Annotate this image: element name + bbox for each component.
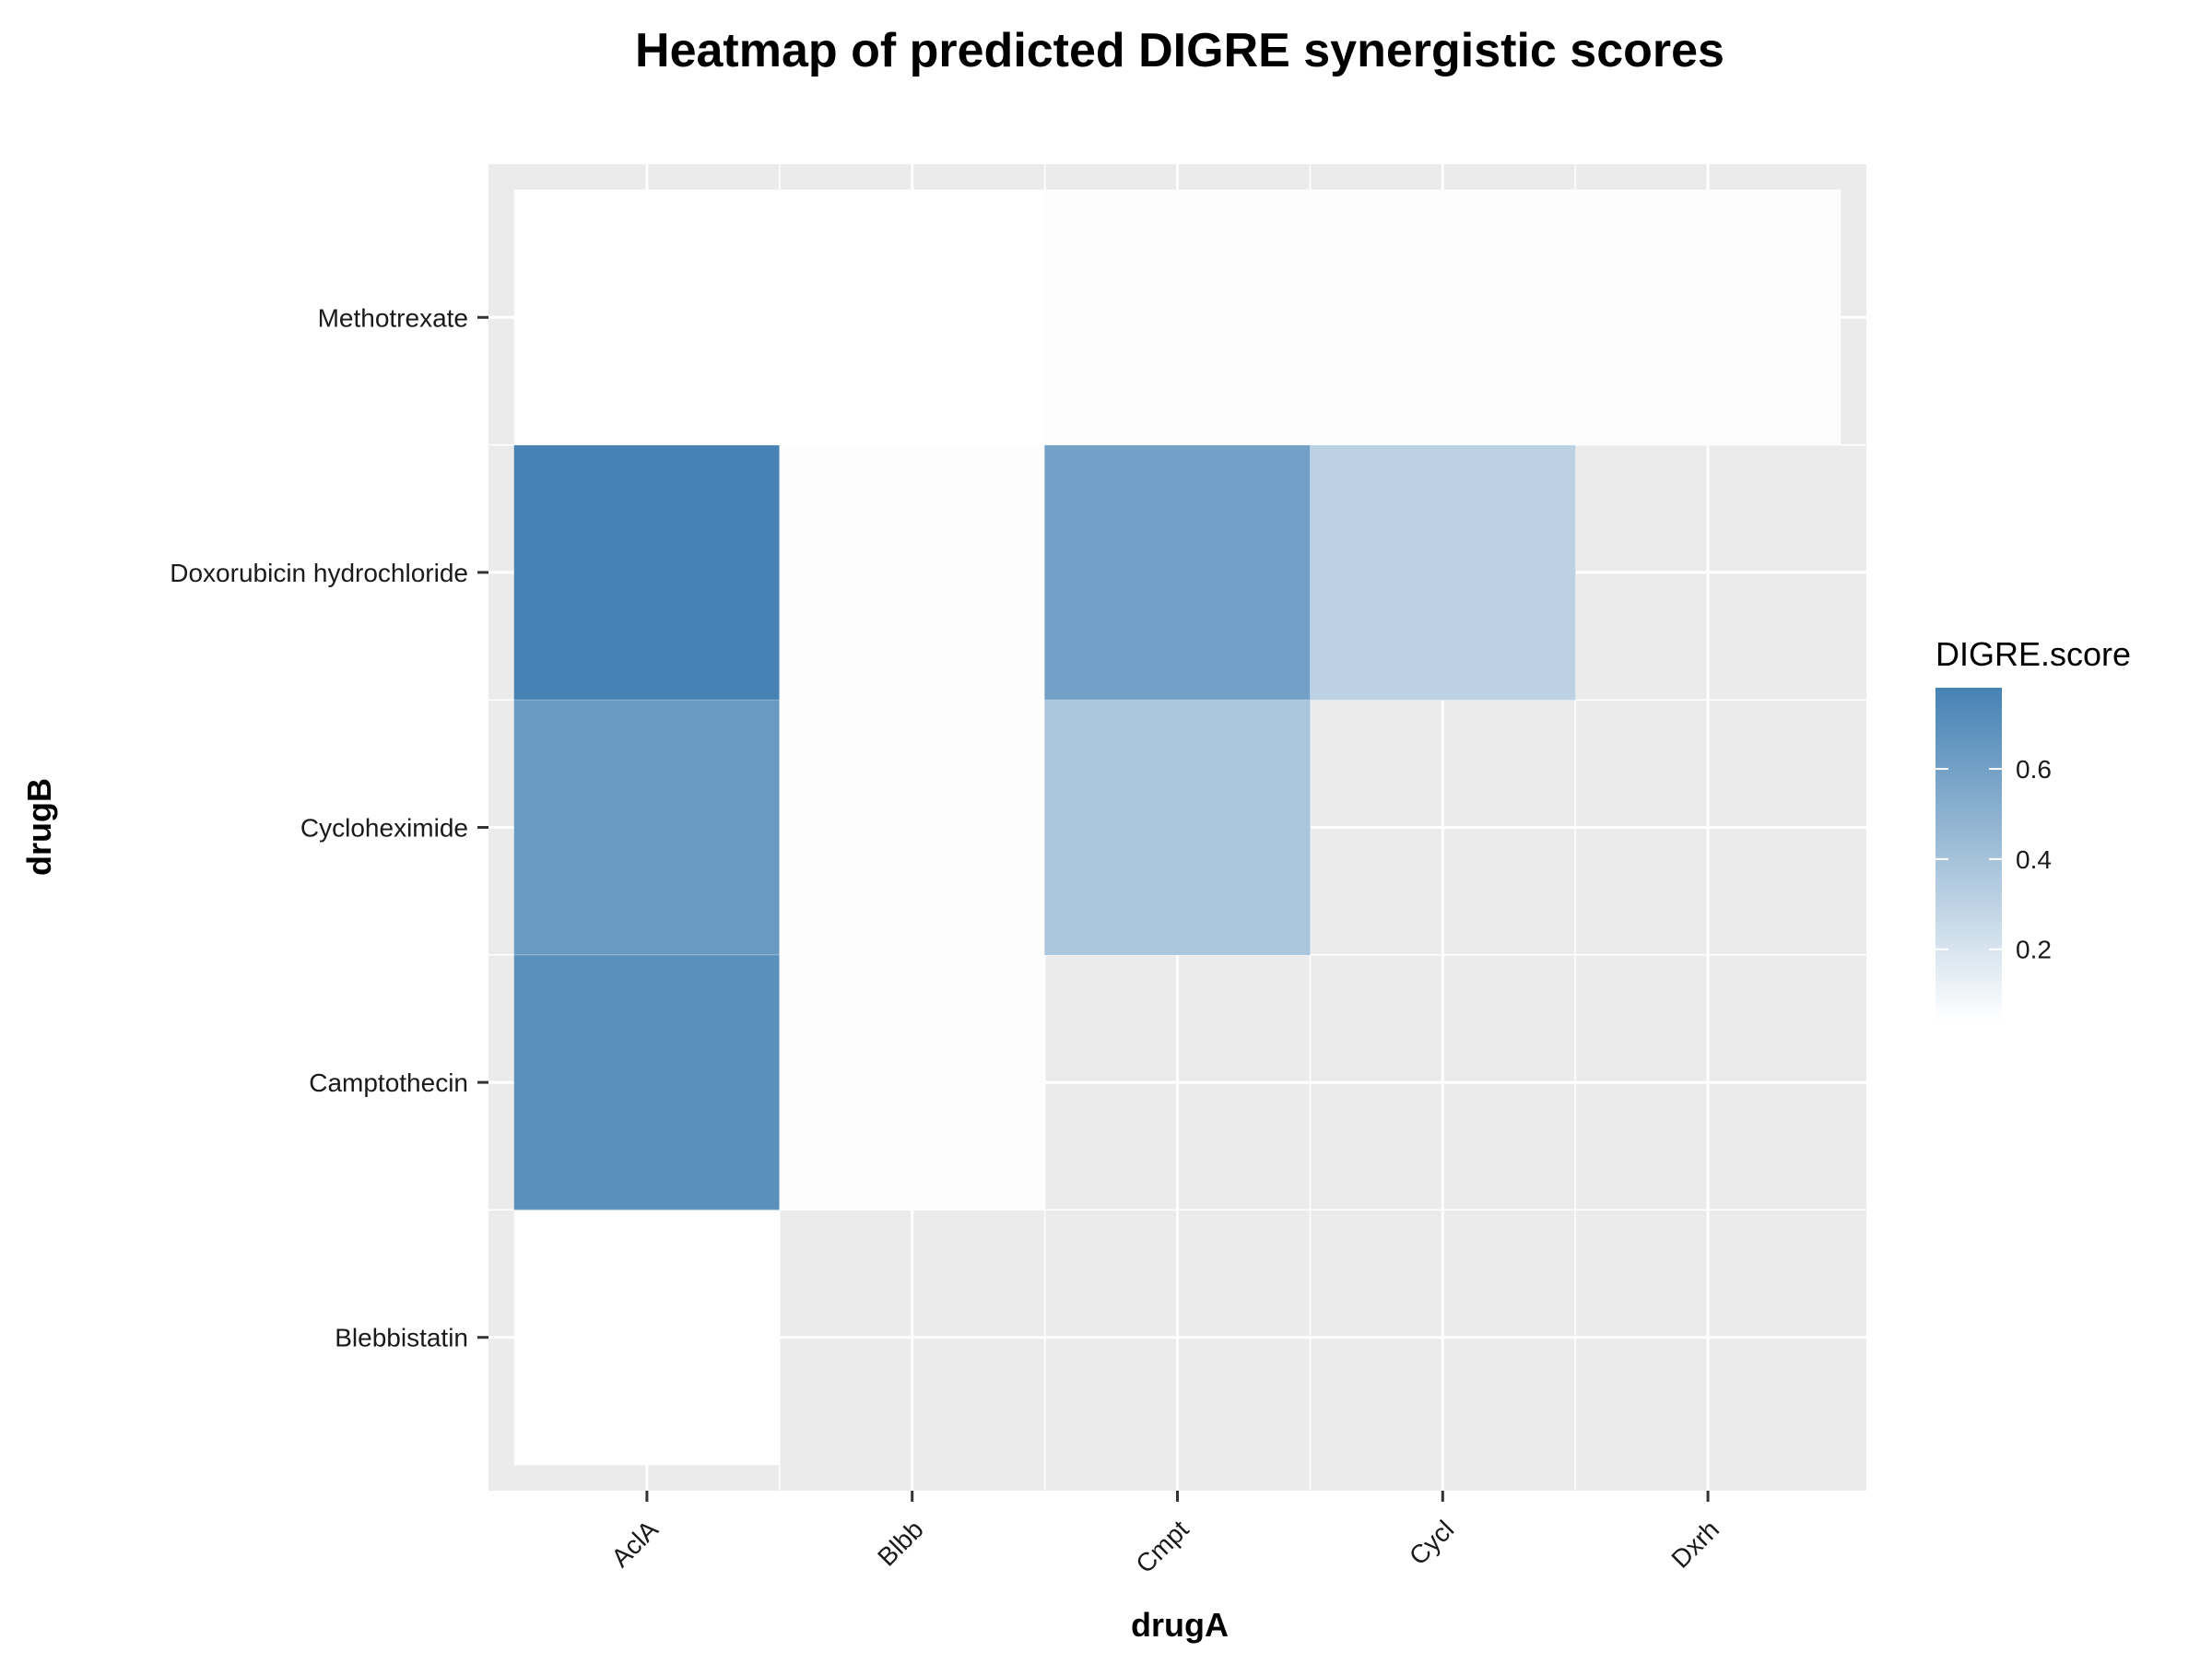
heatmap-cell-blbb-camptothecin bbox=[779, 954, 1045, 1210]
y-tick-label-camptothecin: Camptothecin bbox=[309, 1068, 468, 1097]
heatmap-cell-acla-doxorubicin-hydrochloride bbox=[513, 444, 781, 701]
heatmap-cell-acla-blebbistatin bbox=[513, 1210, 781, 1466]
y-axis-title: drugB bbox=[20, 778, 58, 876]
y-tick-label-cycloheximide: Cycloheximide bbox=[300, 814, 468, 843]
heatmap-cell-cycl-methotrexate bbox=[1310, 189, 1576, 445]
heatmap-cell-blbb-doxorubicin-hydrochloride bbox=[779, 444, 1045, 701]
heatmap-cell-acla-cycloheximide bbox=[513, 699, 781, 956]
heatmap-cell-acla-methotrexate bbox=[513, 189, 781, 445]
heatmap-cell-blbb-methotrexate bbox=[779, 189, 1045, 445]
legend: DIGRE.score 0.2 0.4 0.6 bbox=[1936, 635, 2131, 1021]
y-axis: Blebbistatin Camptothecin Cycloheximide Dox… bbox=[170, 303, 488, 1352]
x-tick-label-cmpt: Cmpt bbox=[1130, 1515, 1194, 1578]
x-tick-label-dxrh: Dxrh bbox=[1665, 1515, 1724, 1574]
y-tick-label-methotrexate: Methotrexate bbox=[318, 303, 468, 332]
chart-title: Heatmap of predicted DIGRE synergistic s… bbox=[635, 24, 1724, 77]
heatmap-cell-cmpt-doxorubicin-hydrochloride bbox=[1044, 444, 1311, 701]
x-tick-label-blbb: Blbb bbox=[872, 1515, 929, 1572]
legend-tick-label: 0.2 bbox=[2016, 936, 2052, 964]
legend-title: DIGRE.score bbox=[1936, 635, 2131, 673]
legend-tick-label: 0.6 bbox=[2016, 755, 2052, 784]
y-tick-label-blebbistatin: Blebbistatin bbox=[335, 1324, 468, 1352]
heatmap-cells bbox=[513, 189, 1841, 1466]
heatmap-cell-acla-camptothecin bbox=[513, 954, 781, 1210]
y-tick-label-doxorubicin-hydrochloride: Doxorubicin hydrochloride bbox=[170, 559, 468, 587]
x-tick-label-cycl: Cycl bbox=[1404, 1515, 1459, 1570]
x-axis-title: drugA bbox=[1131, 1606, 1229, 1644]
legend-tick-label: 0.4 bbox=[2016, 845, 2052, 874]
heatmap-cell-cycl-doxorubicin-hydrochloride bbox=[1310, 444, 1576, 701]
heatmap-cell-dxrh-methotrexate bbox=[1574, 189, 1841, 445]
heatmap-cell-cmpt-cycloheximide bbox=[1044, 699, 1311, 956]
x-axis: AclA Blbb Cmpt Cycl Dxrh bbox=[606, 1491, 1724, 1578]
heatmap-cell-cmpt-methotrexate bbox=[1044, 189, 1311, 445]
x-tick-label-acla: AclA bbox=[606, 1515, 664, 1573]
legend-colorbar bbox=[1936, 688, 2002, 1021]
heatmap-cell-blbb-cycloheximide bbox=[779, 699, 1045, 956]
